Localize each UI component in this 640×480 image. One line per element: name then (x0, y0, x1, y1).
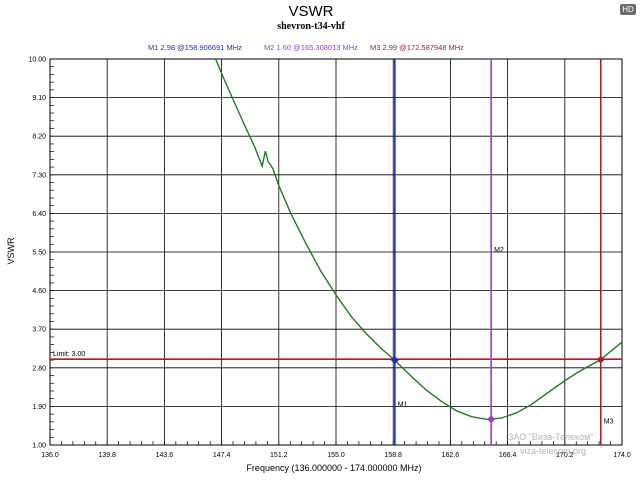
marker-info-m1: M1 2.98 @158.906691 MHz (148, 43, 242, 52)
x-tick-label: 162.6 (442, 452, 460, 459)
y-tick-label: 3.70 (32, 327, 46, 334)
marker-label-m3: M3 (604, 419, 614, 426)
x-tick-labels: 136.0 139.8 143.6 147.4 151.2 155.0 158.8 162.6… (41, 452, 631, 459)
marker-info-m2: M2 1.60 @165.308013 MHz (264, 43, 358, 52)
y-tick-label: 6.40 (32, 211, 46, 218)
y-tick-label: 5.50 (32, 250, 46, 257)
y-tick-label: 1.90 (32, 404, 46, 411)
y-axis-label: VSWR (6, 237, 16, 265)
x-tick-label: 170.2 (556, 452, 574, 459)
hd-badge: HD (620, 4, 636, 15)
x-tick-label: 151.2 (270, 452, 288, 459)
x-tick-label: 158.8 (384, 452, 402, 459)
marker-label-m1: M1 (398, 401, 408, 408)
watermark-company: ЗАО "Виза-Телеком" (508, 432, 594, 442)
chart-subtitle: shevron-t34-vhf (277, 21, 345, 32)
x-tick-label: 136.0 (41, 452, 59, 459)
x-tick-label: 155.0 (327, 452, 345, 459)
x-axis-label: Frequency (136.000000 - 174.000000 MHz) (246, 463, 421, 473)
x-tick-label: 174.0 (613, 452, 631, 459)
y-tick-label: 2.80 (32, 365, 46, 372)
marker-info-m3: M3 2.99 @172.587948 MHz (370, 43, 464, 52)
x-tick-label: 143.6 (156, 452, 174, 459)
y-tick-label: 4.60 (32, 288, 46, 295)
x-tick-label: 166.4 (499, 452, 517, 459)
watermark-url: viza-telecom.org (520, 446, 587, 456)
y-tick-label: 8.20 (32, 134, 46, 141)
marker-label-m2: M2 (494, 247, 504, 254)
plot-area: Limit: 3.00 M1 M2 M3 (49, 58, 623, 446)
marker-point-m3 (596, 355, 605, 364)
y-tick-labels: 1.00 1.90 2.80 3.70 4.60 5.50 6.40 7.30 8.20 9.10… (28, 57, 46, 450)
x-tick-label: 139.8 (98, 452, 116, 459)
limit-label: Limit: 3.00 (53, 351, 85, 358)
marker-info-row: M1 2.98 @158.906691 MHz M2 1.60 @165.3080… (148, 43, 464, 52)
chart-title: VSWR (289, 3, 334, 20)
marker-point-m1 (390, 356, 399, 365)
y-tick-label: 7.30 (32, 172, 46, 179)
y-tick-label: 1.00 (32, 443, 46, 450)
marker-point-m2 (487, 415, 496, 424)
x-tick-label: 147.4 (213, 452, 231, 459)
y-tick-label: 10.00 (28, 57, 46, 64)
y-tick-label: 9.10 (32, 95, 46, 102)
